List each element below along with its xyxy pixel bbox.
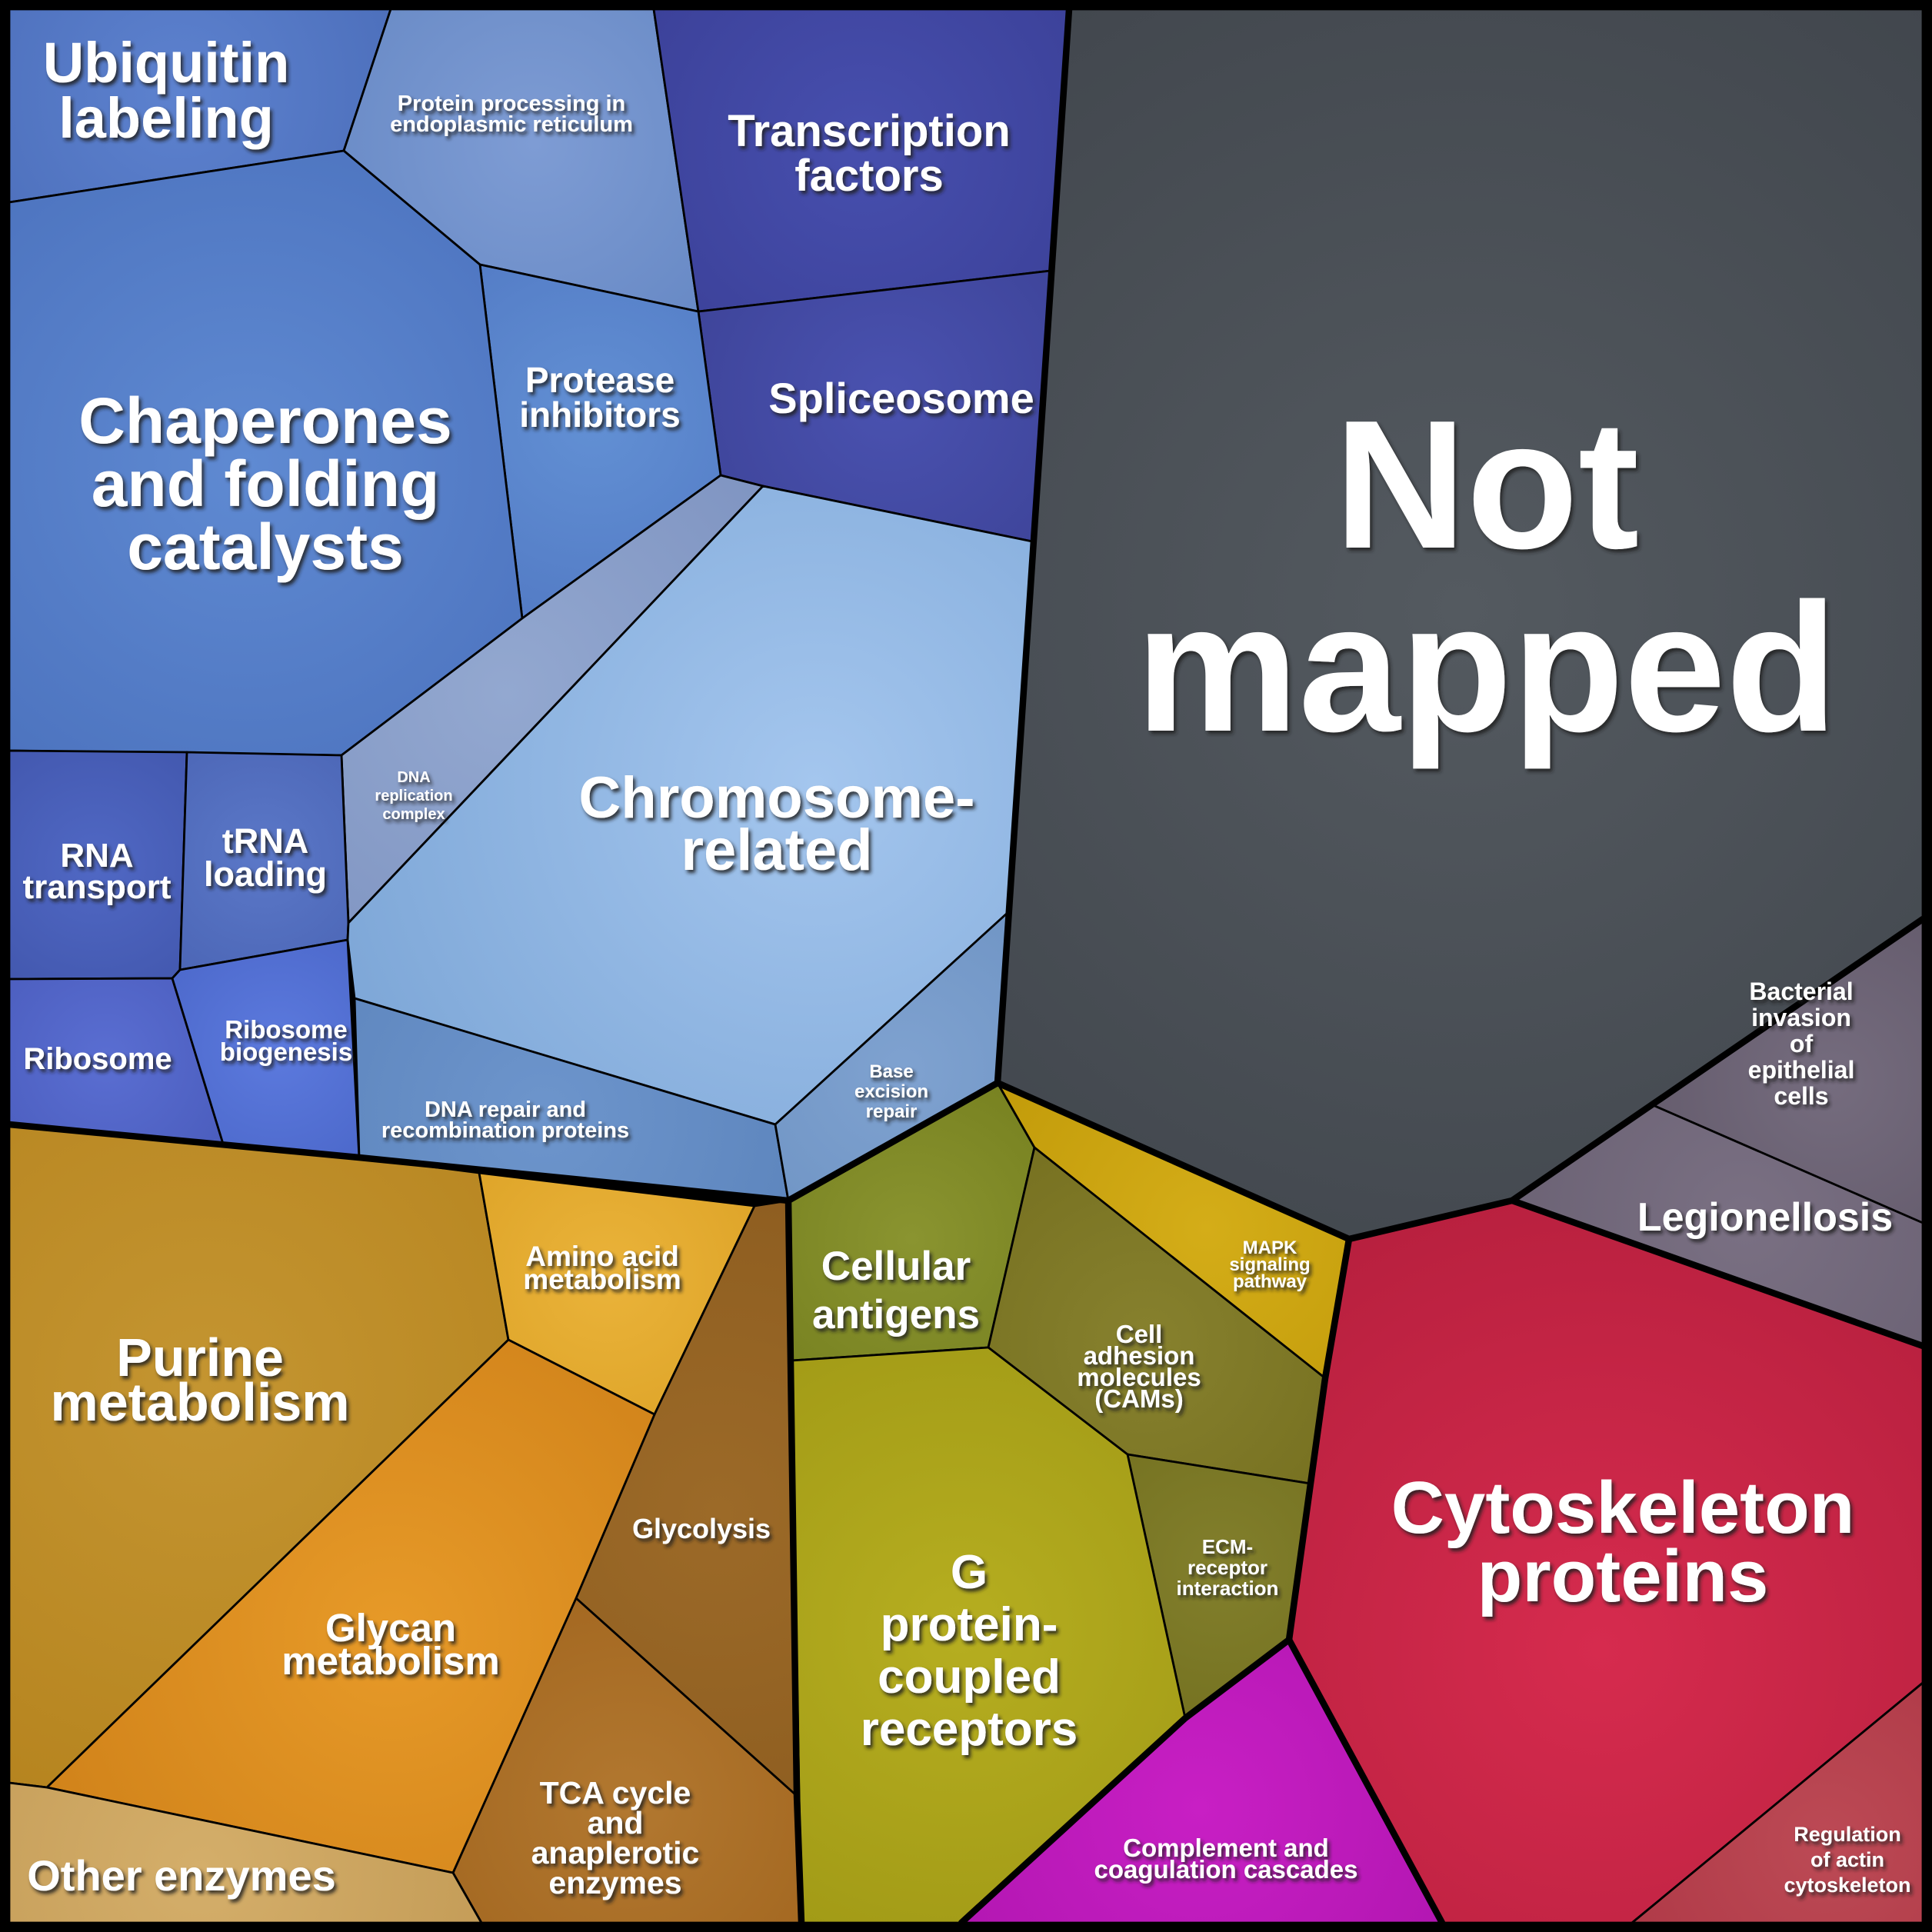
svg-text:Other enzymes: Other enzymes	[27, 1851, 336, 1900]
svg-text:Spliceosome: Spliceosome	[768, 374, 1034, 422]
svg-text:Glycolysis: Glycolysis	[632, 1513, 771, 1544]
svg-text:Legionellosis: Legionellosis	[1637, 1195, 1893, 1240]
svg-text:Ribosome: Ribosome	[23, 1042, 172, 1076]
svg-text:Chromosome-related: Chromosome-related	[578, 765, 974, 883]
